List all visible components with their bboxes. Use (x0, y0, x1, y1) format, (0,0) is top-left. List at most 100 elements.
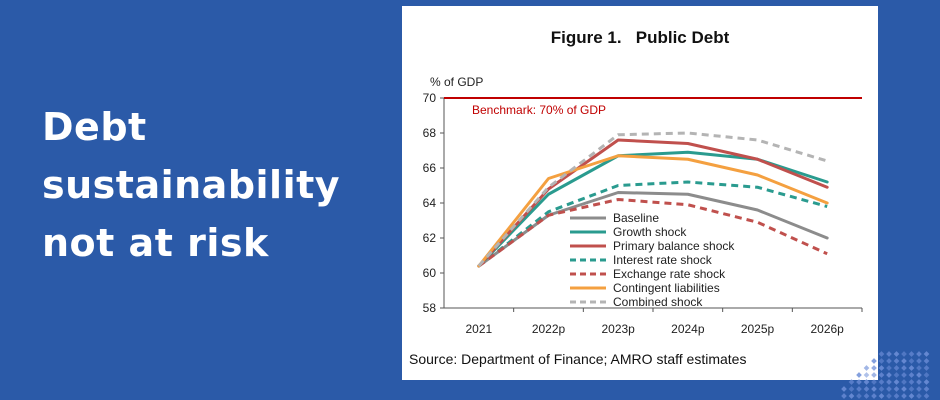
decor-dot (841, 393, 847, 399)
decor-dot (923, 351, 930, 357)
y-tick-label: 68 (423, 126, 437, 140)
decorative-dots (841, 351, 930, 399)
x-tick-label: 2023p (601, 322, 635, 336)
decor-dot (848, 379, 855, 385)
x-tick-label: 2022p (532, 322, 566, 336)
series-line-4 (477, 198, 828, 268)
decor-dot (901, 365, 907, 371)
decor-dot (886, 351, 892, 357)
benchmark-label: Benchmark: 70% of GDP (472, 103, 606, 117)
decor-dot (856, 379, 862, 385)
chart-card: Figure 1. Public Debt 58 60 62 64 66 68 70 % of… (402, 6, 878, 380)
decor-dot (923, 393, 930, 399)
series-line-5 (477, 154, 829, 268)
legend-label-3: Interest rate shock (613, 253, 713, 267)
decor-dot (916, 379, 922, 385)
series-line-3 (477, 180, 828, 268)
decor-dot (871, 358, 877, 364)
series-line-6 (477, 131, 828, 267)
decor-dot (923, 365, 930, 371)
decor-dot (856, 372, 862, 378)
legend-label-2: Primary balance shock (613, 239, 735, 253)
decor-dot (863, 379, 870, 385)
decor-dot (871, 372, 877, 378)
decor-dot (886, 386, 892, 392)
legend-label-6: Combined shock (613, 295, 703, 309)
decor-dot (863, 365, 870, 371)
chart-source: Source: Department of Finance; AMRO staf… (409, 351, 747, 367)
decor-dot (886, 358, 892, 364)
decor-dot (893, 358, 900, 364)
decor-dot (916, 393, 922, 399)
y-axis-label: % of GDP (430, 75, 483, 89)
decor-dot (878, 393, 885, 399)
legend-label-5: Contingent liabilities (613, 281, 720, 295)
decor-dot (908, 379, 915, 385)
decor-dot (863, 393, 870, 399)
decor-dot (893, 379, 900, 385)
decor-dot (878, 379, 885, 385)
decor-dot (893, 386, 900, 392)
decor-dot (871, 379, 877, 385)
decor-dot (908, 351, 915, 357)
headline: Debt sustainability not at risk (42, 98, 382, 272)
decor-dot (901, 386, 907, 392)
decor-dot (878, 386, 885, 392)
decor-dot (916, 351, 922, 357)
decor-dot (848, 393, 855, 399)
decor-dot (923, 386, 930, 392)
x-tick-label: 2021 (465, 322, 492, 336)
decor-dot (901, 393, 907, 399)
decor-dot (878, 351, 885, 357)
decor-dot (901, 351, 907, 357)
public-debt-chart: 58 60 62 64 66 68 70 % of GDP 2021 2022p 2023p 2024… (423, 75, 863, 336)
decor-dot (916, 386, 922, 392)
decor-dot (871, 386, 877, 392)
decor-dot (871, 393, 877, 399)
x-tick-label: 2024p (671, 322, 705, 336)
decor-dot (901, 358, 907, 364)
decor-dot (886, 379, 892, 385)
decor-dot (863, 372, 870, 378)
y-tick-label: 58 (423, 301, 437, 315)
decor-dot (893, 351, 900, 357)
y-tick-label: 60 (423, 266, 437, 280)
decor-dot (878, 358, 885, 364)
decor-dot (923, 372, 930, 378)
headline-line-1: Debt (42, 105, 147, 149)
decor-dot (848, 386, 855, 392)
decor-dot (863, 386, 870, 392)
legend-label-4: Exchange rate shock (613, 267, 726, 281)
decor-dot (901, 372, 907, 378)
decor-dot (856, 393, 862, 399)
decor-dot (923, 379, 930, 385)
decor-dot (841, 386, 847, 392)
decor-dot (856, 386, 862, 392)
decor-dot (908, 358, 915, 364)
decor-dot (916, 365, 922, 371)
y-tick-label: 66 (423, 161, 437, 175)
y-tick-label: 70 (423, 91, 437, 105)
decor-dot (908, 365, 915, 371)
legend-label-1: Growth shock (613, 225, 687, 239)
decor-dot (886, 393, 892, 399)
decor-dot (908, 372, 915, 378)
chart-title: Figure 1. Public Debt (550, 28, 730, 47)
decor-dot (893, 372, 900, 378)
decor-dot (908, 386, 915, 392)
decor-dot (893, 393, 900, 399)
decor-dot (886, 372, 892, 378)
x-tick-label: 2025p (741, 322, 775, 336)
decor-dot (878, 365, 885, 371)
decor-dot (871, 365, 877, 371)
x-tick-label: 2026p (810, 322, 844, 336)
headline-line-3: not at risk (42, 221, 269, 265)
decor-dot (916, 358, 922, 364)
decor-dot (886, 365, 892, 371)
y-tick-label: 62 (423, 231, 437, 245)
y-tick-label: 64 (423, 196, 437, 210)
decor-dot (901, 379, 907, 385)
decor-dot (908, 393, 915, 399)
legend-label-0: Baseline (613, 211, 659, 225)
decor-dot (923, 358, 930, 364)
